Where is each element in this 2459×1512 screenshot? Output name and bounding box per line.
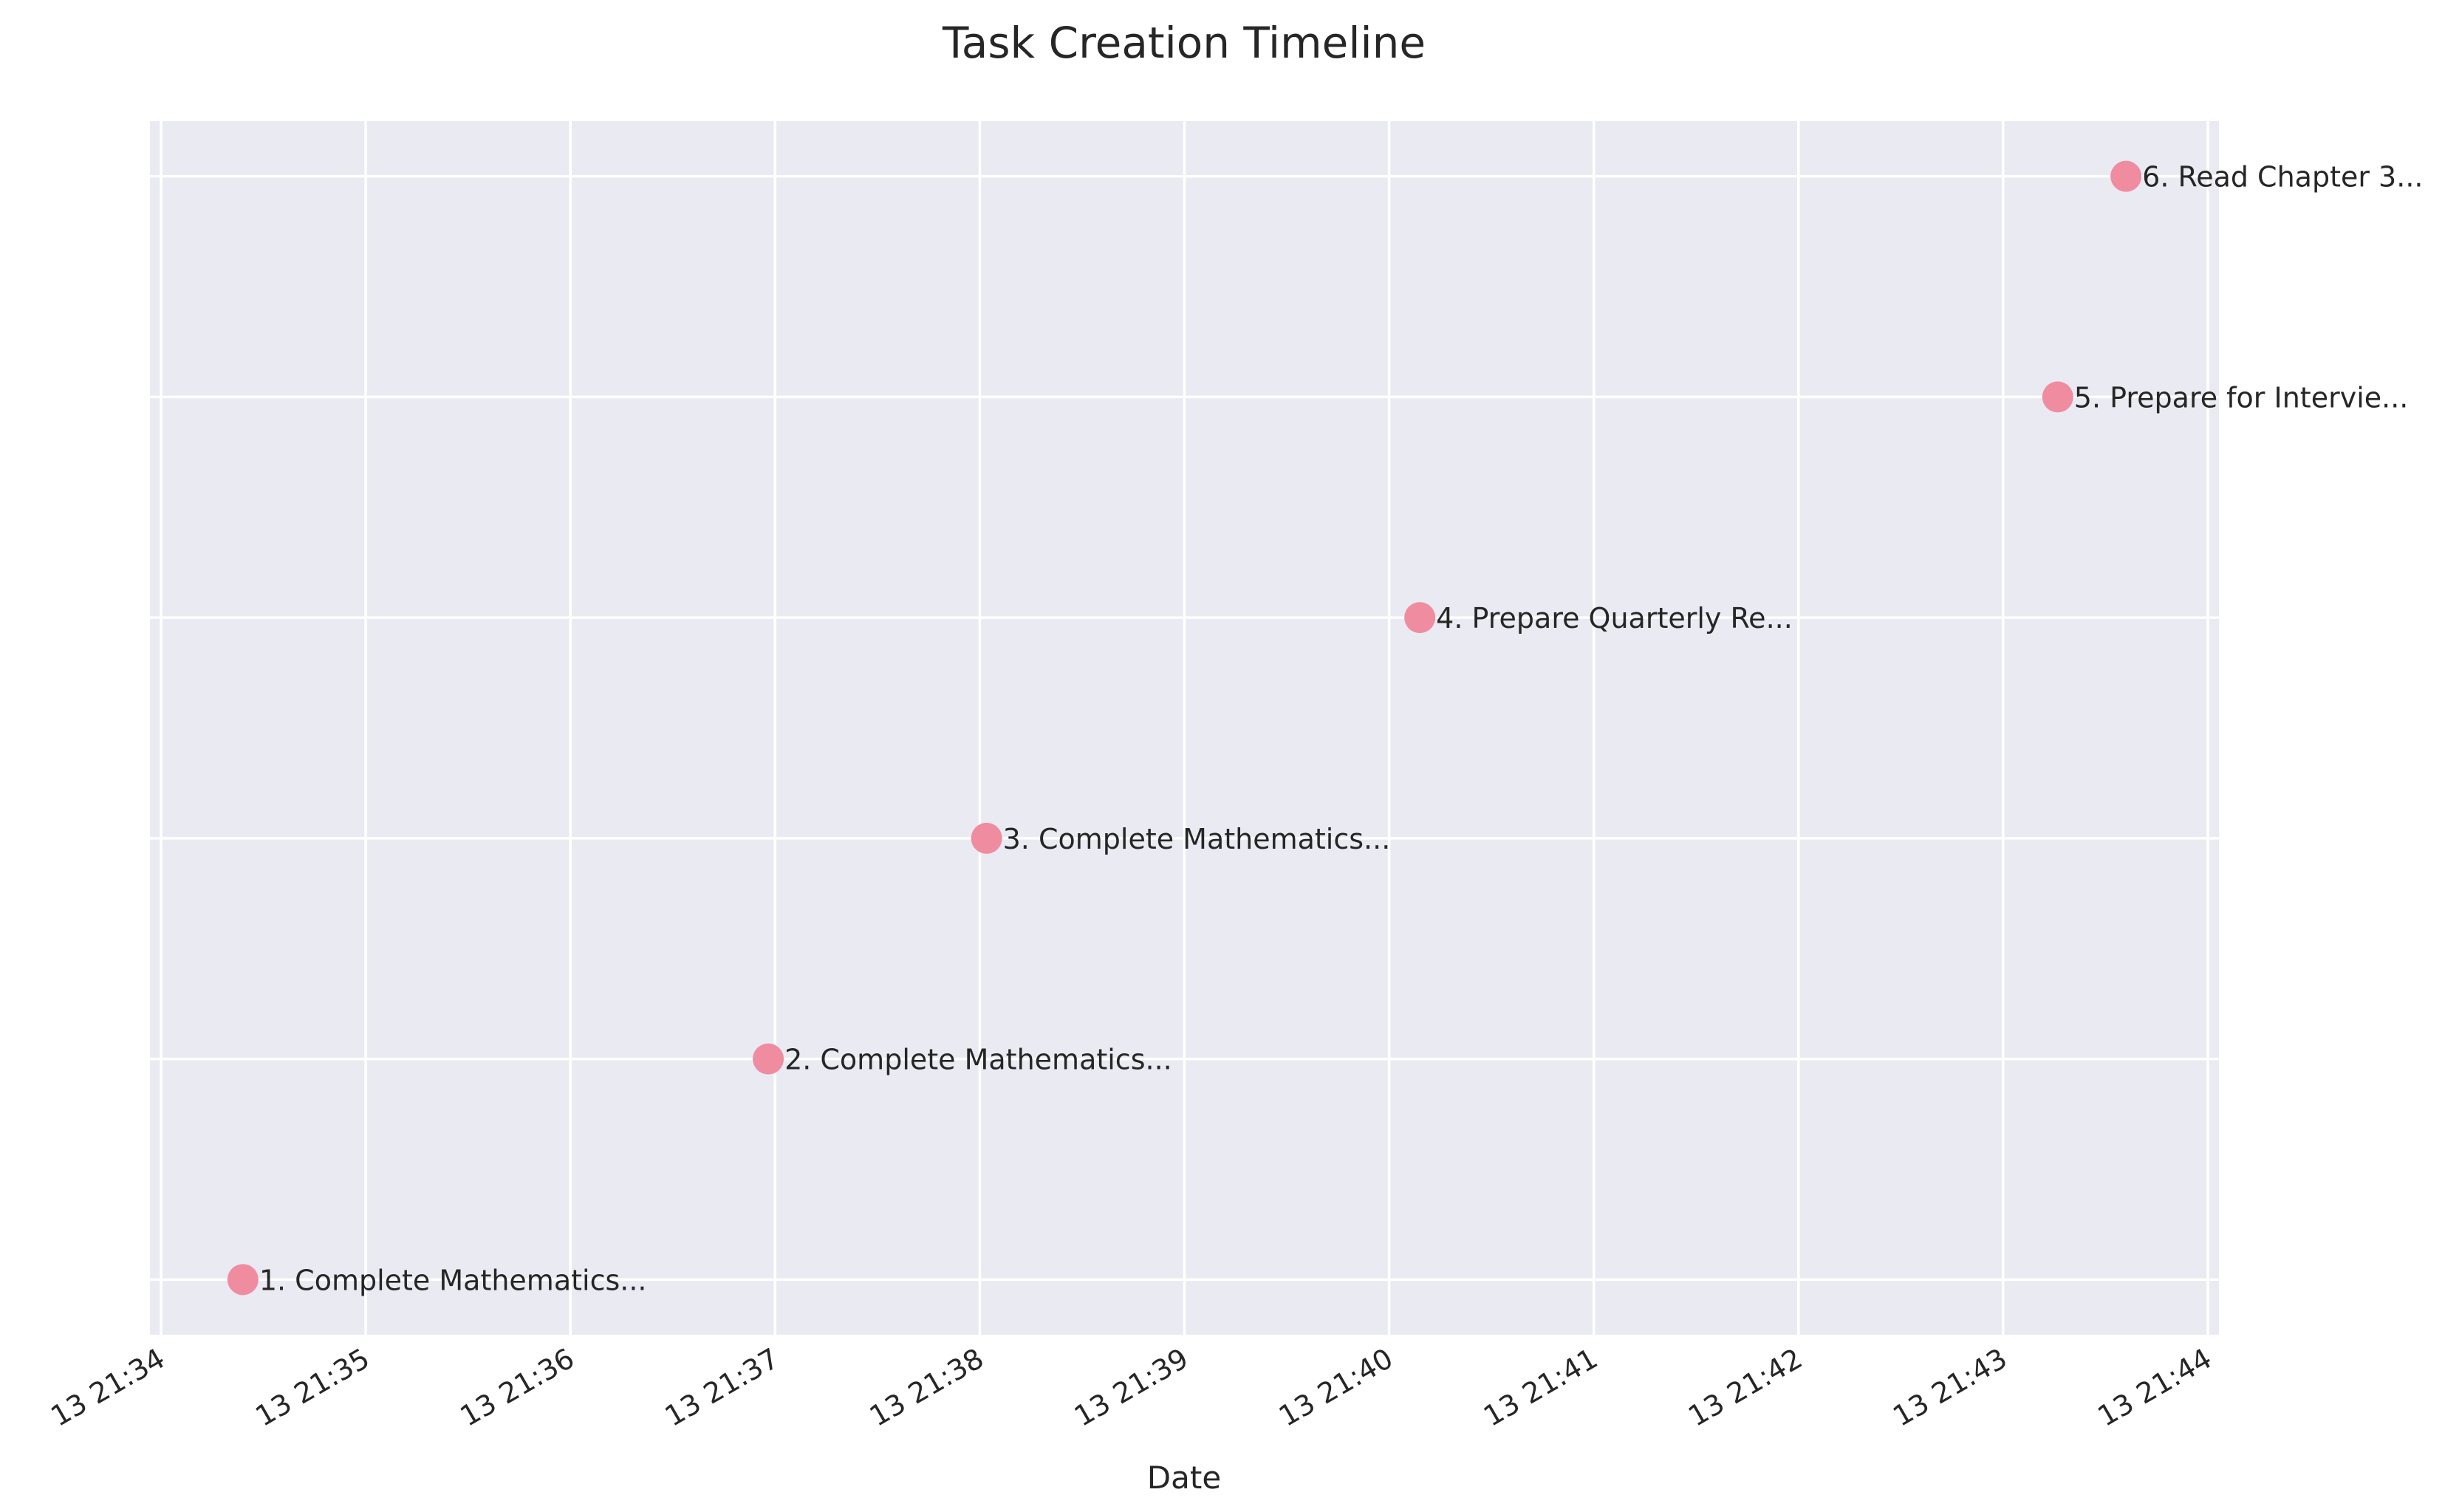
x-tick-label: 13 21:35 [250, 1342, 375, 1433]
data-point [1404, 602, 1436, 634]
x-tick-label: 13 21:34 [45, 1342, 170, 1433]
point-label: 5. Prepare for Intervie... [2074, 381, 2409, 414]
chart-title: Task Creation Timeline [942, 18, 1426, 68]
data-point [971, 822, 1002, 854]
data-point [227, 1264, 259, 1296]
x-tick-label: 13 21:39 [1069, 1342, 1194, 1433]
data-point [2042, 381, 2073, 413]
x-tick-label: 13 21:43 [1887, 1342, 2012, 1433]
point-labels: 1. Complete Mathematics... 2. Complete Ma… [259, 161, 2424, 1297]
x-tick-label: 13 21:37 [660, 1342, 784, 1433]
x-axis-label: Date [1147, 1460, 1221, 1496]
x-tick-label: 13 21:36 [455, 1342, 580, 1433]
y-gridlines [150, 174, 2219, 1282]
x-tick-label: 13 21:42 [1683, 1342, 1808, 1433]
data-point [2110, 160, 2142, 192]
x-gridlines [160, 121, 2209, 1335]
x-tick-labels: 13 21:34 13 21:35 13 21:36 13 21:37 13 21:38… [45, 1342, 2217, 1433]
point-label: 1. Complete Mathematics... [259, 1264, 647, 1296]
point-label: 3. Complete Mathematics... [1003, 823, 1391, 855]
data-points [227, 160, 2142, 1296]
point-label: 6. Read Chapter 3... [2142, 161, 2423, 194]
x-tick-label: 13 21:40 [1273, 1342, 1398, 1433]
x-tick-label: 13 21:44 [2092, 1342, 2217, 1433]
data-point [753, 1043, 784, 1075]
point-label: 2. Complete Mathematics... [784, 1044, 1172, 1076]
x-tick-label: 13 21:38 [864, 1342, 989, 1433]
point-label: 4. Prepare Quarterly Re... [1436, 602, 1793, 634]
x-tick-label: 13 21:41 [1478, 1342, 1603, 1433]
